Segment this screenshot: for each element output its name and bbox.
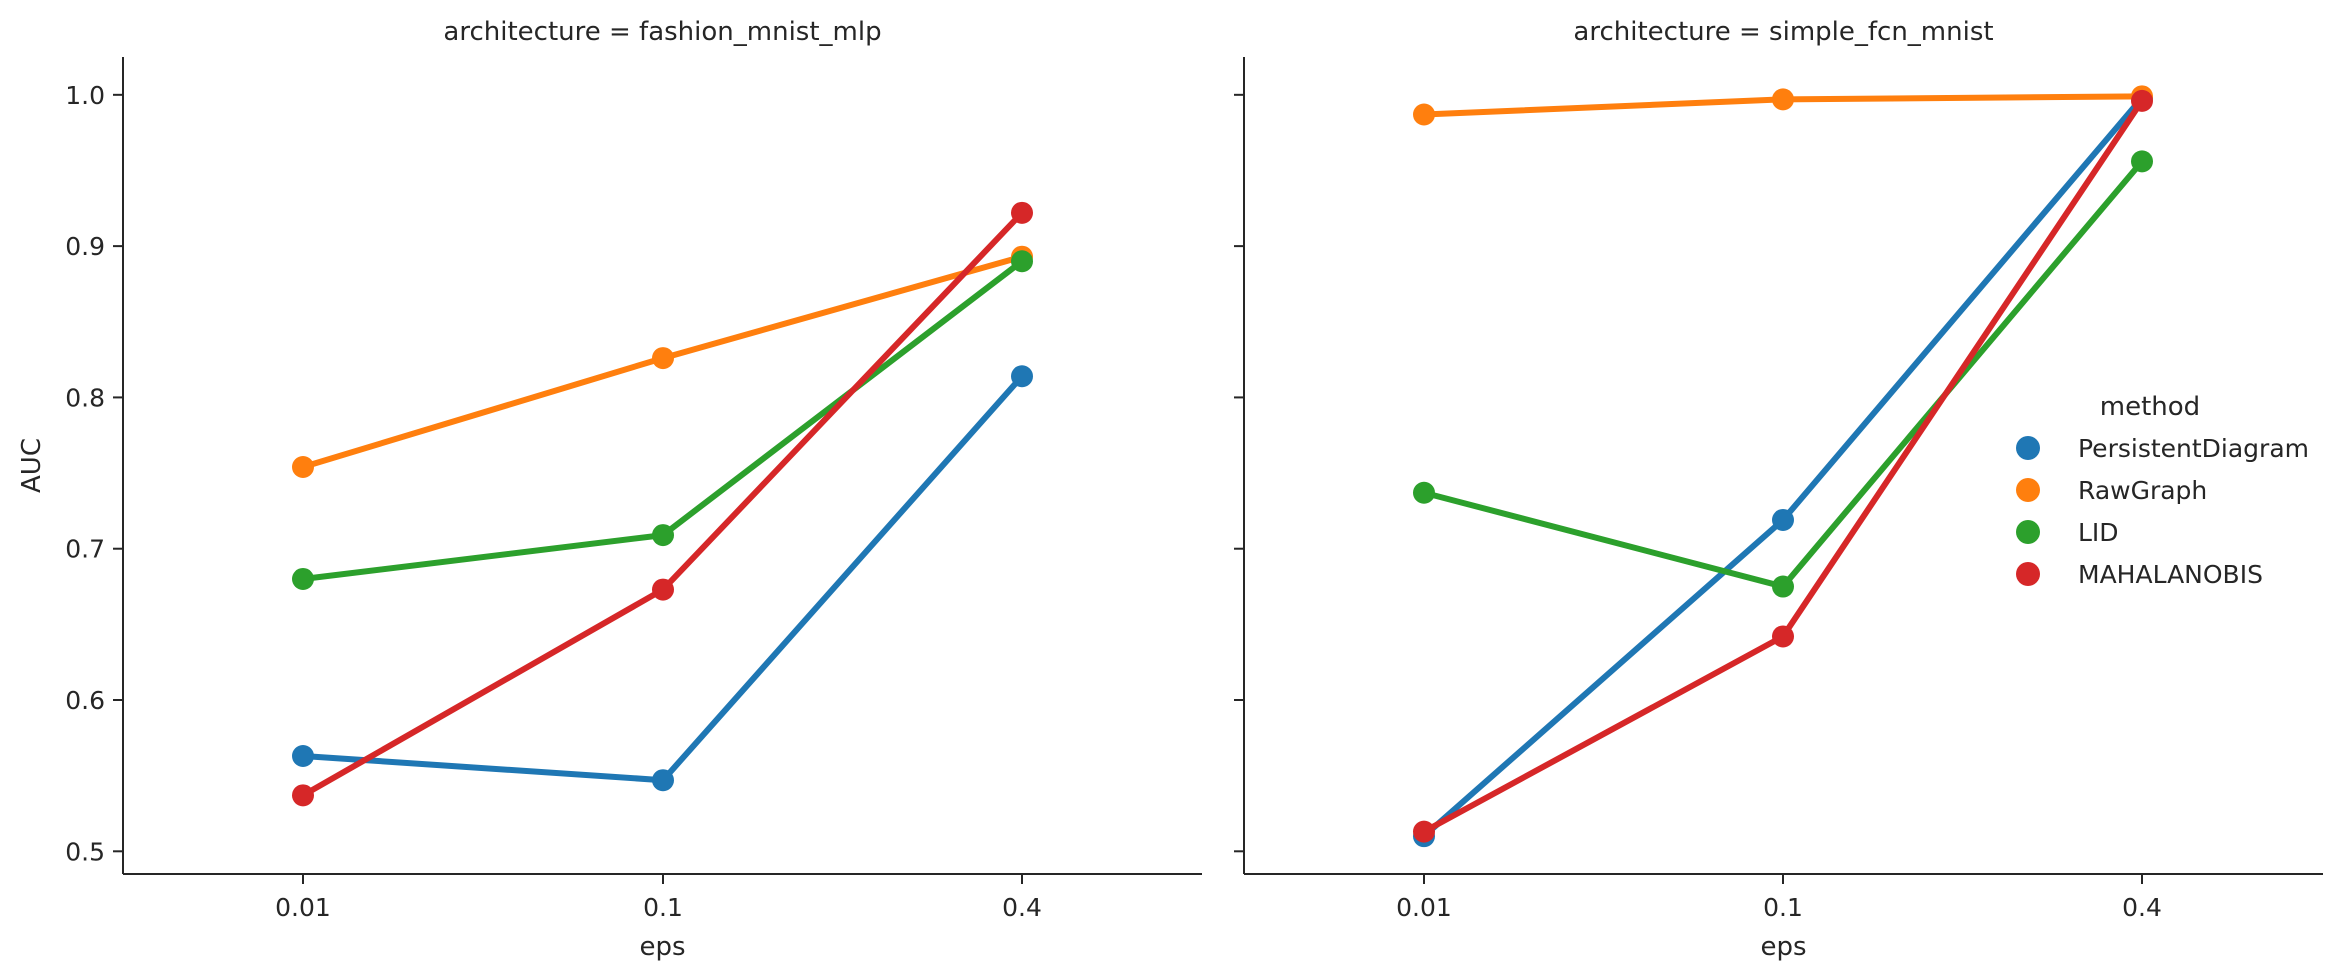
series-rawgraph <box>292 245 1033 479</box>
data-point <box>652 769 674 792</box>
x-tick-label: 0.4 <box>1002 893 1042 922</box>
data-point <box>1772 508 1794 531</box>
data-point <box>1011 250 1033 273</box>
panel-title: architecture = fashion_mnist_mlp <box>443 17 881 47</box>
legend-items: PersistentDiagram RawGraph LID MAHALANOBIS <box>2016 434 2309 589</box>
data-point <box>652 347 674 370</box>
panels: architecture = fashion_mnist_mlp 0.5 0.6 0.… <box>17 17 2323 962</box>
legend-item: MAHALANOBIS <box>2016 560 2263 589</box>
data-point <box>2131 89 2153 112</box>
x-axis-label: eps <box>639 932 685 962</box>
x-tick-label: 0.01 <box>275 893 331 922</box>
series-lid <box>1413 150 2153 598</box>
legend-item: RawGraph <box>2016 476 2207 505</box>
legend-title: method <box>2100 392 2200 422</box>
data-point <box>1772 575 1794 598</box>
legend: method PersistentDiagram RawGraph LID MAHAL… <box>2016 392 2309 589</box>
data-point <box>1011 365 1033 388</box>
data-point <box>292 784 314 807</box>
x-tick-label: 0.4 <box>2122 893 2162 922</box>
legend-item: LID <box>2016 518 2119 547</box>
legend-item: PersistentDiagram <box>2016 434 2309 463</box>
series-lid <box>292 250 1033 590</box>
x-tick-label: 0.01 <box>1396 893 1452 922</box>
y-tick-label: 0.6 <box>65 686 105 715</box>
data-point <box>292 456 314 479</box>
y-tick-label: 0.9 <box>65 232 105 261</box>
panel-title: architecture = simple_fcn_mnist <box>1573 17 1993 47</box>
x-axis-label: eps <box>1760 932 1806 962</box>
series-mahalanobis <box>1413 89 2153 843</box>
legend-marker <box>2016 478 2040 502</box>
series-persistentdiagram <box>1413 86 2153 848</box>
legend-label: RawGraph <box>2078 476 2207 505</box>
legend-marker <box>2016 436 2040 460</box>
panel-2: architecture = simple_fcn_mnist 0.01 0.1 0.… <box>1234 17 2323 962</box>
data-point <box>2131 150 2153 173</box>
data-point <box>652 578 674 601</box>
series-rawgraph <box>1413 85 2153 126</box>
legend-label: MAHALANOBIS <box>2078 560 2263 589</box>
y-tick-label: 0.7 <box>65 535 105 564</box>
legend-label: LID <box>2078 518 2119 547</box>
series-line <box>1421 97 2145 835</box>
series-line <box>300 209 1025 799</box>
data-point <box>1413 820 1435 843</box>
legend-marker <box>2016 562 2040 586</box>
data-point <box>1413 103 1435 126</box>
y-axis-label: AUC <box>17 438 47 493</box>
data-point <box>1413 481 1435 504</box>
series-mahalanobis <box>292 201 1033 807</box>
legend-label: PersistentDiagram <box>2078 434 2309 463</box>
data-point <box>292 744 314 767</box>
series-persistentdiagram <box>292 365 1033 792</box>
panel-1: architecture = fashion_mnist_mlp 0.5 0.6 0.… <box>17 17 1202 962</box>
series-line <box>1421 94 2145 840</box>
data-point <box>1772 88 1794 111</box>
x-tick-label: 0.1 <box>643 893 683 922</box>
y-tick-label: 0.8 <box>65 383 105 412</box>
data-point <box>292 567 314 590</box>
data-point <box>1011 201 1033 224</box>
data-point <box>652 524 674 547</box>
data-point <box>1772 625 1794 648</box>
x-tick-label: 0.1 <box>1763 893 1803 922</box>
y-tick-label: 1.0 <box>65 81 105 110</box>
y-tick-label: 0.5 <box>65 837 105 866</box>
legend-marker <box>2016 520 2040 544</box>
